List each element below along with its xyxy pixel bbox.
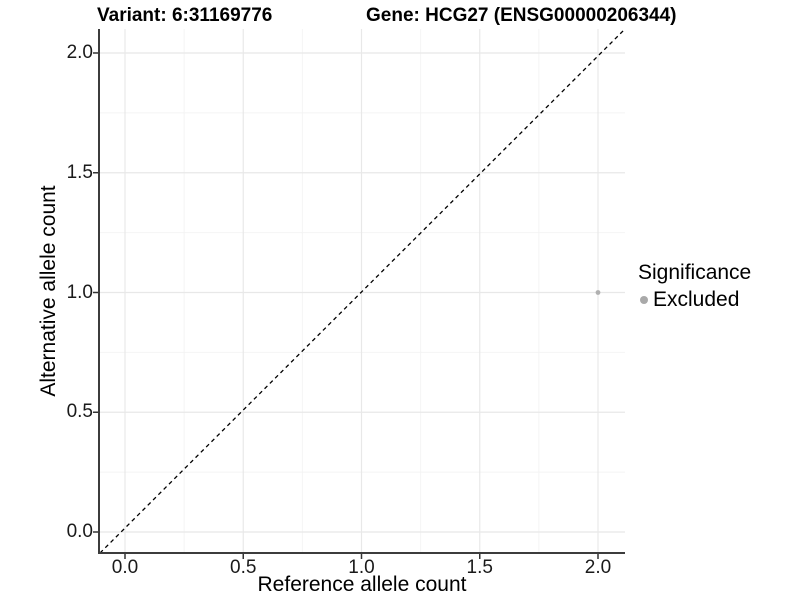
identity-dashed-line <box>99 28 626 554</box>
x-tick-label: 1.0 <box>348 557 375 578</box>
legend: Significance Excluded <box>638 261 751 312</box>
x-axis-title: Reference allele count <box>257 573 467 596</box>
axis-tick-marks <box>93 52 599 559</box>
legend-title: Significance <box>638 261 752 284</box>
x-tick-label: 0.5 <box>230 557 257 578</box>
x-tick-label: 1.5 <box>466 557 493 578</box>
legend-key-circle-icon <box>640 296 648 304</box>
data-points <box>595 290 601 295</box>
y-tick-label: 1.0 <box>66 281 93 303</box>
plot-title-variant: Variant: 6:31169776 <box>97 5 273 26</box>
y-tick-label: 1.5 <box>66 161 93 183</box>
legend-item-excluded: Excluded <box>640 288 751 312</box>
y-tick-label: 0.5 <box>66 401 93 423</box>
x-tick-label: 2.0 <box>584 557 612 578</box>
axis-lines <box>98 29 625 554</box>
x-tick-label: 0.0 <box>111 557 139 578</box>
y-tick-label: 2.0 <box>66 42 93 63</box>
y-axis-title: Alternative allele count <box>37 185 60 397</box>
plot-title-gene: Gene: HCG27 (ENSG00000206344) <box>366 5 677 26</box>
data-point <box>595 290 601 295</box>
y-tick-label: 0.0 <box>66 521 93 542</box>
legend-item-label: Excluded <box>653 288 740 311</box>
